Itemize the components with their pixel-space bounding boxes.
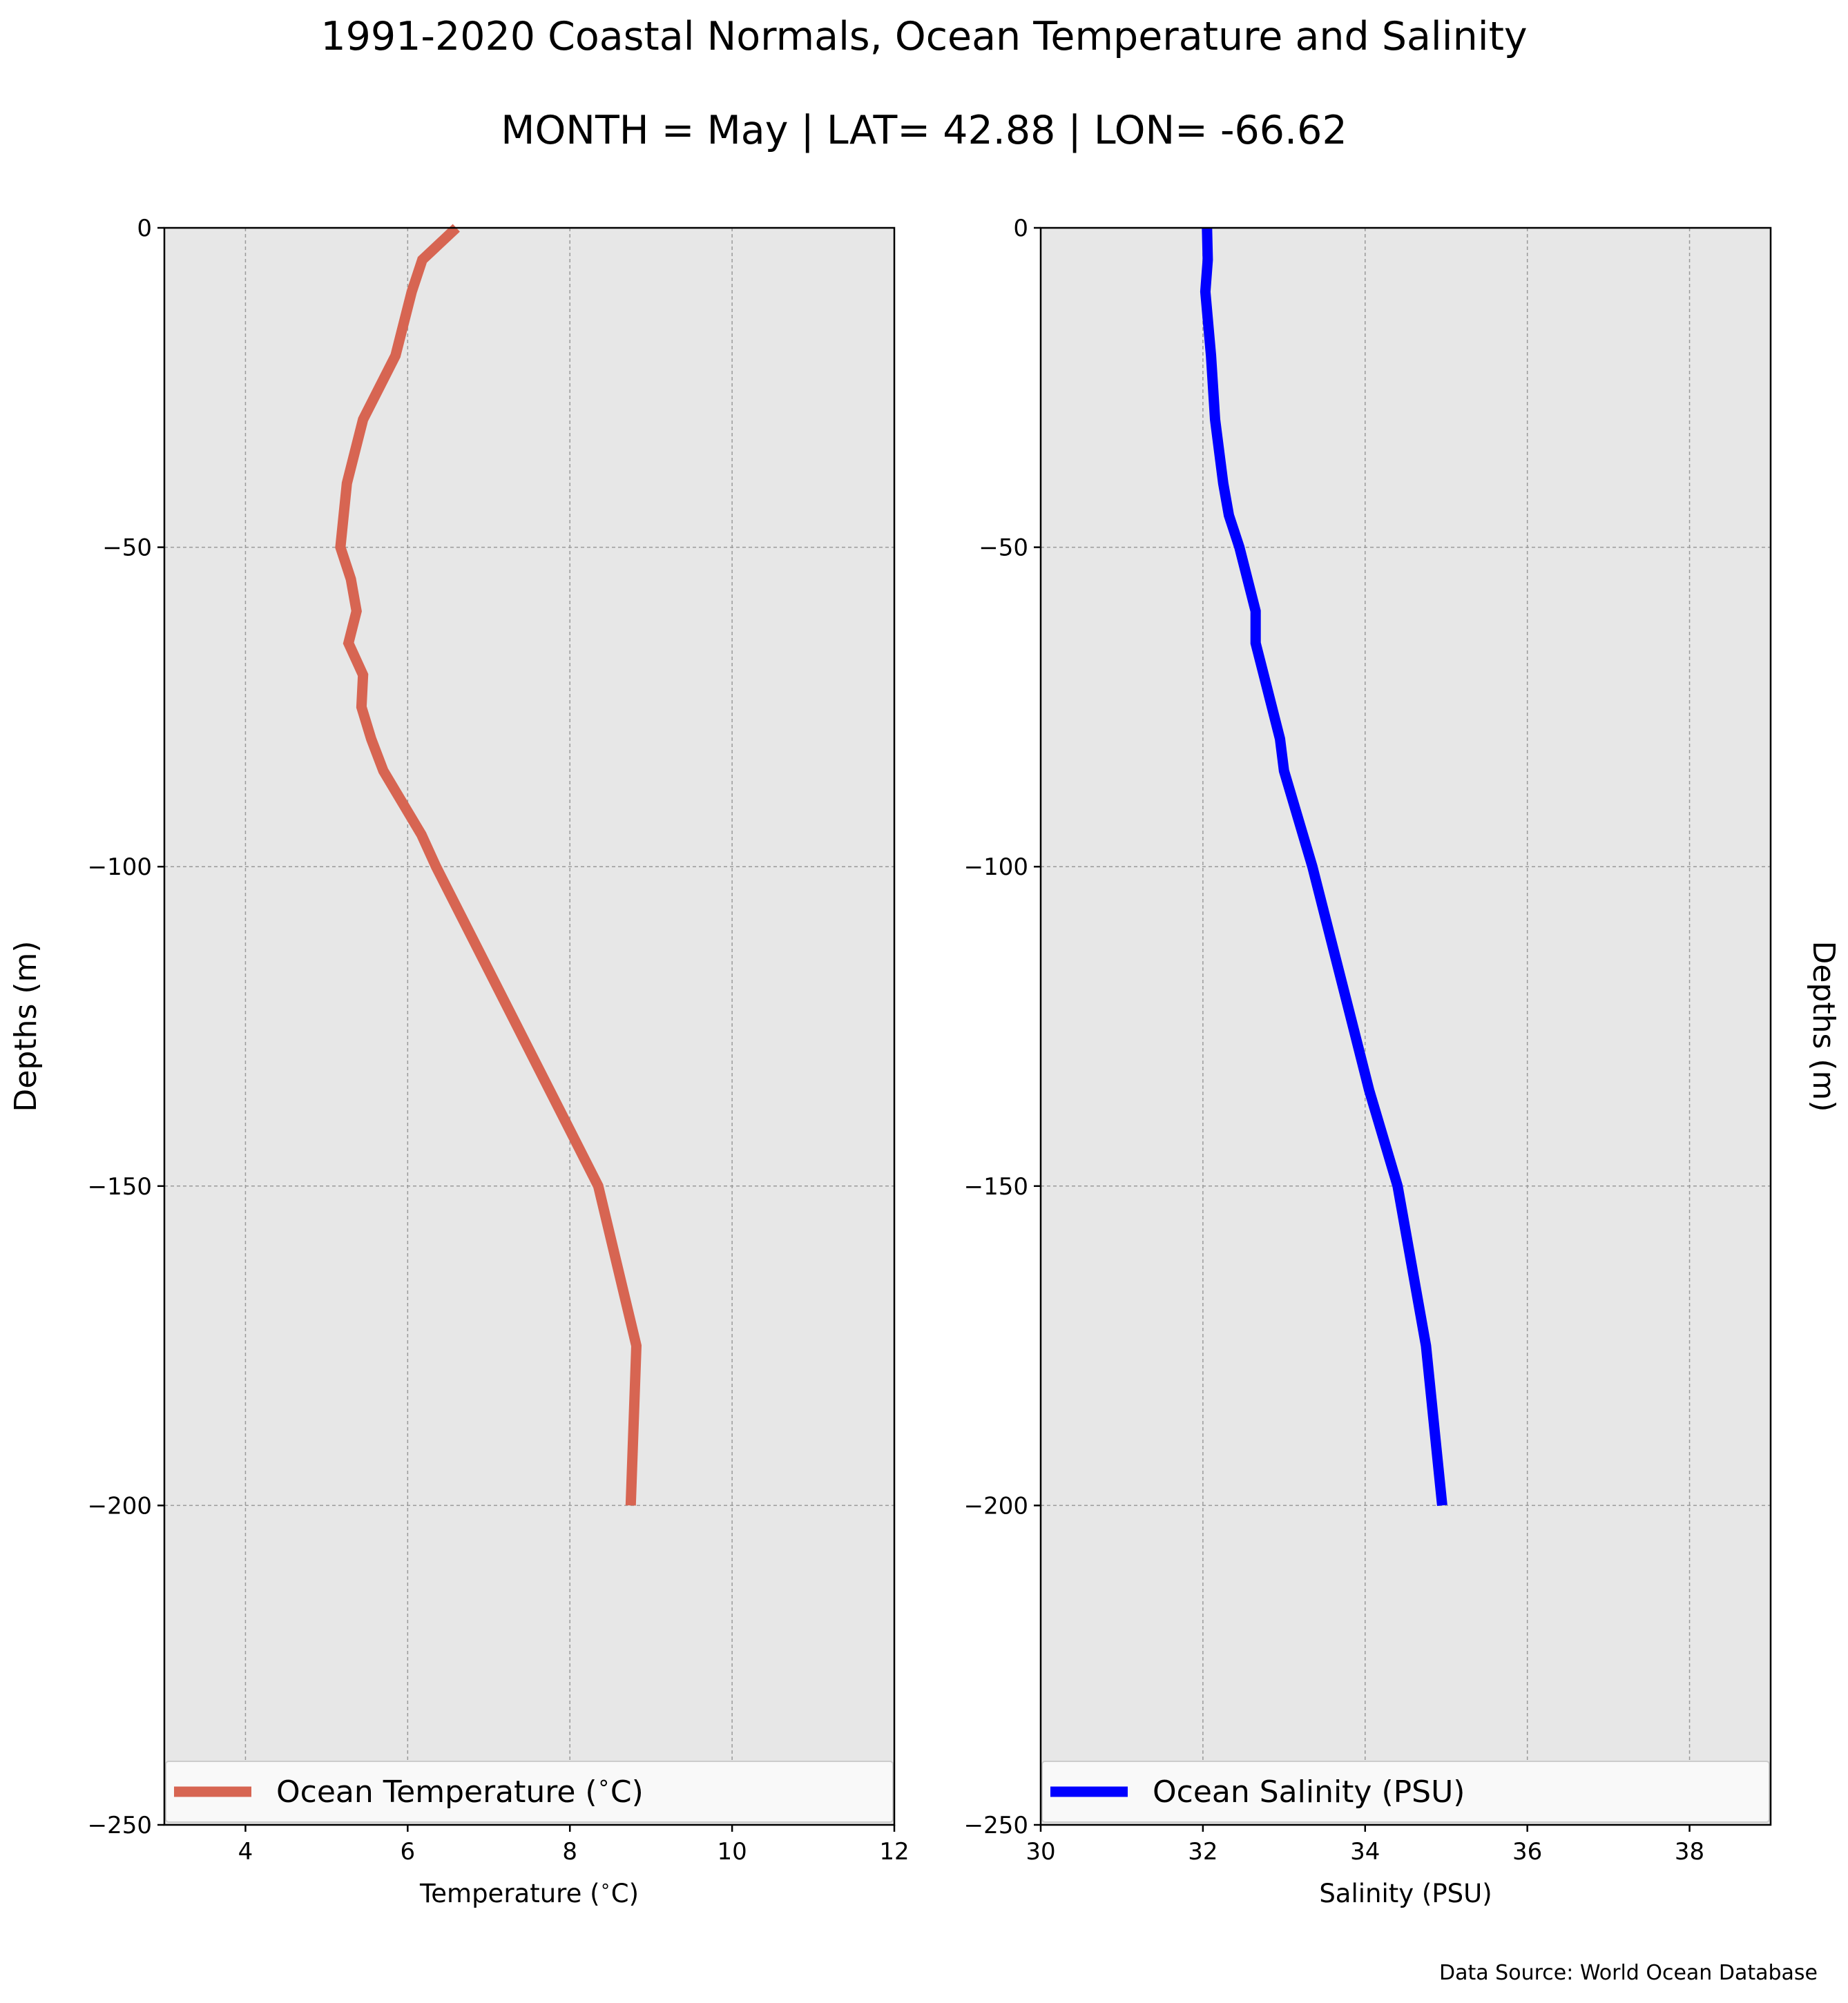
panel-2-xtick-label: 32 (1188, 1838, 1217, 1866)
panel-2-legend-box (1041, 1761, 1770, 1823)
data-source-note: Data Source: World Ocean Database (1439, 1961, 1818, 1985)
panel-1-ytick-label: −150 (88, 1173, 152, 1201)
panel-2-series-line-1 (1200, 227, 1447, 1507)
panel-2-ytick-label: 0 (1013, 215, 1028, 242)
panel-1-ytick-label: −250 (88, 1812, 152, 1839)
panel-1: Ocean Temperature (∘C) 4 6 8 10 12 0 −50 −100 −15… (8, 215, 909, 1908)
panel-2-ytick-label: −150 (964, 1173, 1028, 1201)
panel-2-yaxis-label: Depths (m) (1806, 940, 1841, 1112)
panel-2-ytick-label: −50 (979, 534, 1028, 562)
panel-1-ytick-label: 0 (137, 215, 152, 242)
figure-title: 1991-2020 Coastal Normals, Ocean Tempera… (320, 14, 1528, 59)
panel-1-series-line-1 (335, 224, 642, 1506)
panel-1-xtick-label: 8 (562, 1838, 577, 1866)
panel-2-xtick-label: 36 (1512, 1838, 1542, 1866)
panel-2: Ocean Salinity (PSU) 30 32 34 36 38 0 −50 −100 −1… (964, 215, 1841, 1908)
panel-1-ytick-label: −200 (88, 1492, 152, 1520)
panel-1-legend-label: Ocean Temperature (∘C) (276, 1770, 644, 1810)
panel-1-ytick-label: −100 (88, 853, 152, 881)
panel-1-xtick-label: 6 (401, 1838, 416, 1866)
panel-1-xtick-label: 4 (238, 1838, 253, 1866)
panel-2-xtick-label: 38 (1675, 1838, 1704, 1866)
panel-1-yaxis-label: Depths (m) (8, 940, 44, 1112)
panel-1-xaxis-label: Temperature (∘C) (419, 1876, 639, 1908)
panel-2-xaxis-label: Salinity (PSU) (1319, 1879, 1492, 1908)
panel-2-frame (1039, 226, 1772, 1826)
panel-2-xtick-label: 34 (1350, 1838, 1380, 1866)
panel-1-xtick-label: 10 (717, 1838, 747, 1866)
panel-2-legend-label: Ocean Salinity (PSU) (1153, 1774, 1465, 1810)
panel-1-frame (163, 226, 896, 1826)
panel-1-background (164, 228, 894, 1825)
panel-2-ytick-label: −200 (964, 1492, 1028, 1520)
panel-2-background (1041, 228, 1771, 1825)
figure-subtitle: MONTH = May | LAT= 42.88 | LON= -66.62 (501, 108, 1347, 153)
panel-1-ytick-label: −50 (102, 534, 152, 562)
panel-1-legend-box (165, 1761, 894, 1823)
panel-1-xtick-label: 12 (879, 1838, 909, 1866)
panel-2-ytick-label: −250 (964, 1812, 1028, 1839)
panel-2-ytick-label: −100 (964, 853, 1028, 881)
panel-2-xtick-label: 30 (1026, 1838, 1055, 1866)
